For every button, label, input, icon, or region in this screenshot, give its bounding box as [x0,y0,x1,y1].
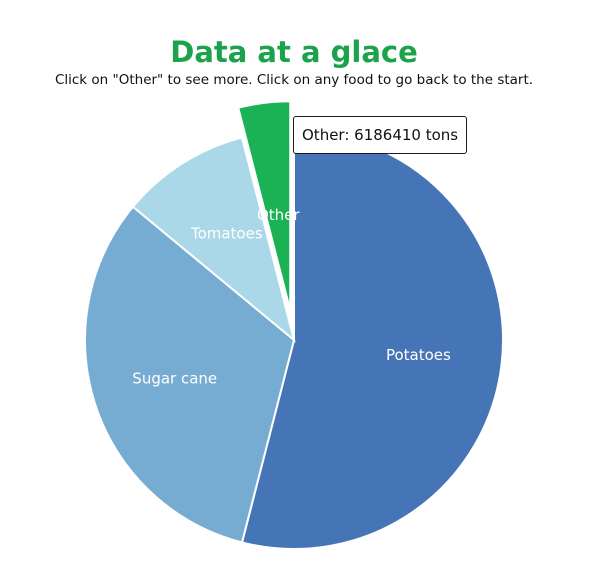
pie-slice-other[interactable] [237,100,292,311]
chart-title: Data at a glace [170,35,418,69]
chart-subtitle: Click on "Other" to see more. Click on a… [54,72,534,88]
slice-label-sugar-cane: Sugar cane [132,369,217,387]
pie-slice-potatoes[interactable] [240,129,504,550]
slice-label-other: Other [257,206,300,224]
slice-tooltip: Other: 6186410 tons [293,116,468,154]
slice-label-tomatoes: Tomatoes [190,225,263,243]
slice-label-potatoes: Potatoes [386,346,451,364]
pie-slice-sugar-cane[interactable] [84,205,296,544]
pie-slice-tomatoes[interactable] [131,136,296,343]
